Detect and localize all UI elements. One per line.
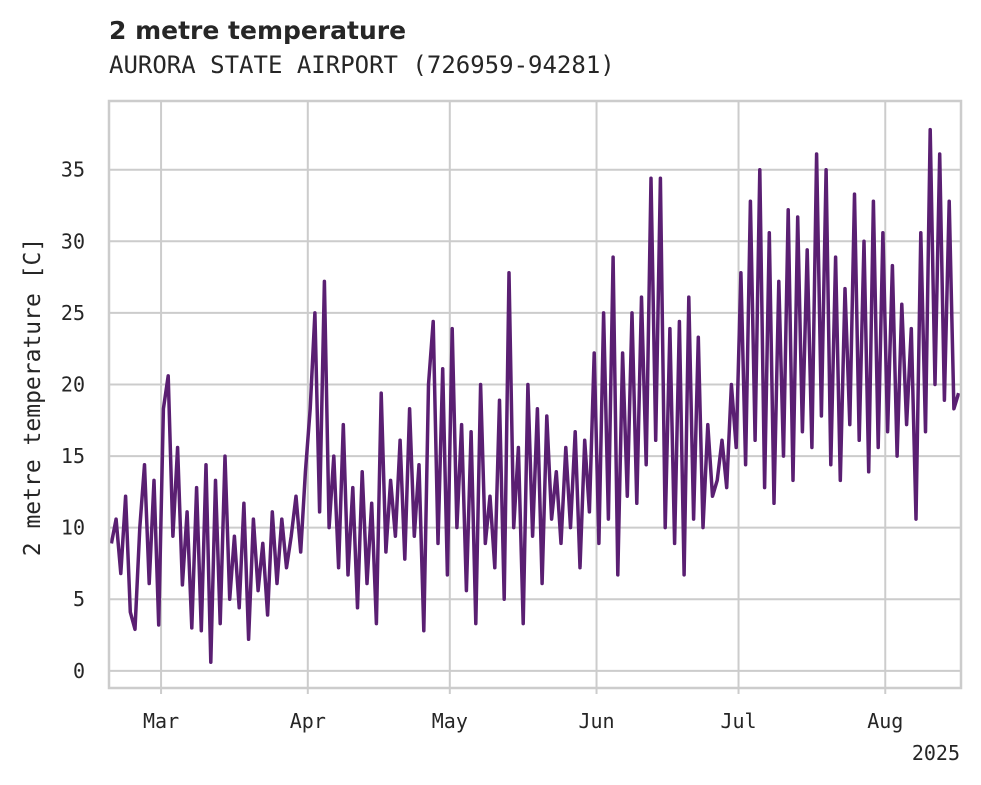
series-line xyxy=(109,127,961,664)
x-tick-label: Jun xyxy=(578,709,614,733)
chart-title: 2 metre temperature xyxy=(109,16,407,45)
x-tick-label: Apr xyxy=(290,709,326,733)
y-tick-label: 0 xyxy=(73,659,85,683)
x-tick-label: Mar xyxy=(143,709,179,733)
y-tick-label: 25 xyxy=(61,301,85,325)
y-tick-label: 30 xyxy=(61,229,85,253)
series-layer xyxy=(109,127,961,664)
y-tick-label: 5 xyxy=(73,587,85,611)
x-tick-label: Jul xyxy=(720,709,756,733)
x-tick-label: Aug xyxy=(867,709,903,733)
tick-labels: 0 5 10 15 20 25 30 35 Mar Apr May Jun Jul Aug xyxy=(61,158,903,733)
x-tick-label: May xyxy=(432,709,468,733)
year-label: 2025 xyxy=(912,741,960,765)
chart-subtitle: AURORA STATE AIRPORT (726959-94281) xyxy=(109,51,615,79)
y-tick-label: 10 xyxy=(61,516,85,540)
y-axis-label: 2 metre temperature [C] xyxy=(20,238,46,557)
plot-frame xyxy=(107,99,963,690)
y-tick-label: 35 xyxy=(61,158,85,182)
y-tick-label: 15 xyxy=(61,444,85,468)
y-tick-label: 20 xyxy=(61,372,85,396)
